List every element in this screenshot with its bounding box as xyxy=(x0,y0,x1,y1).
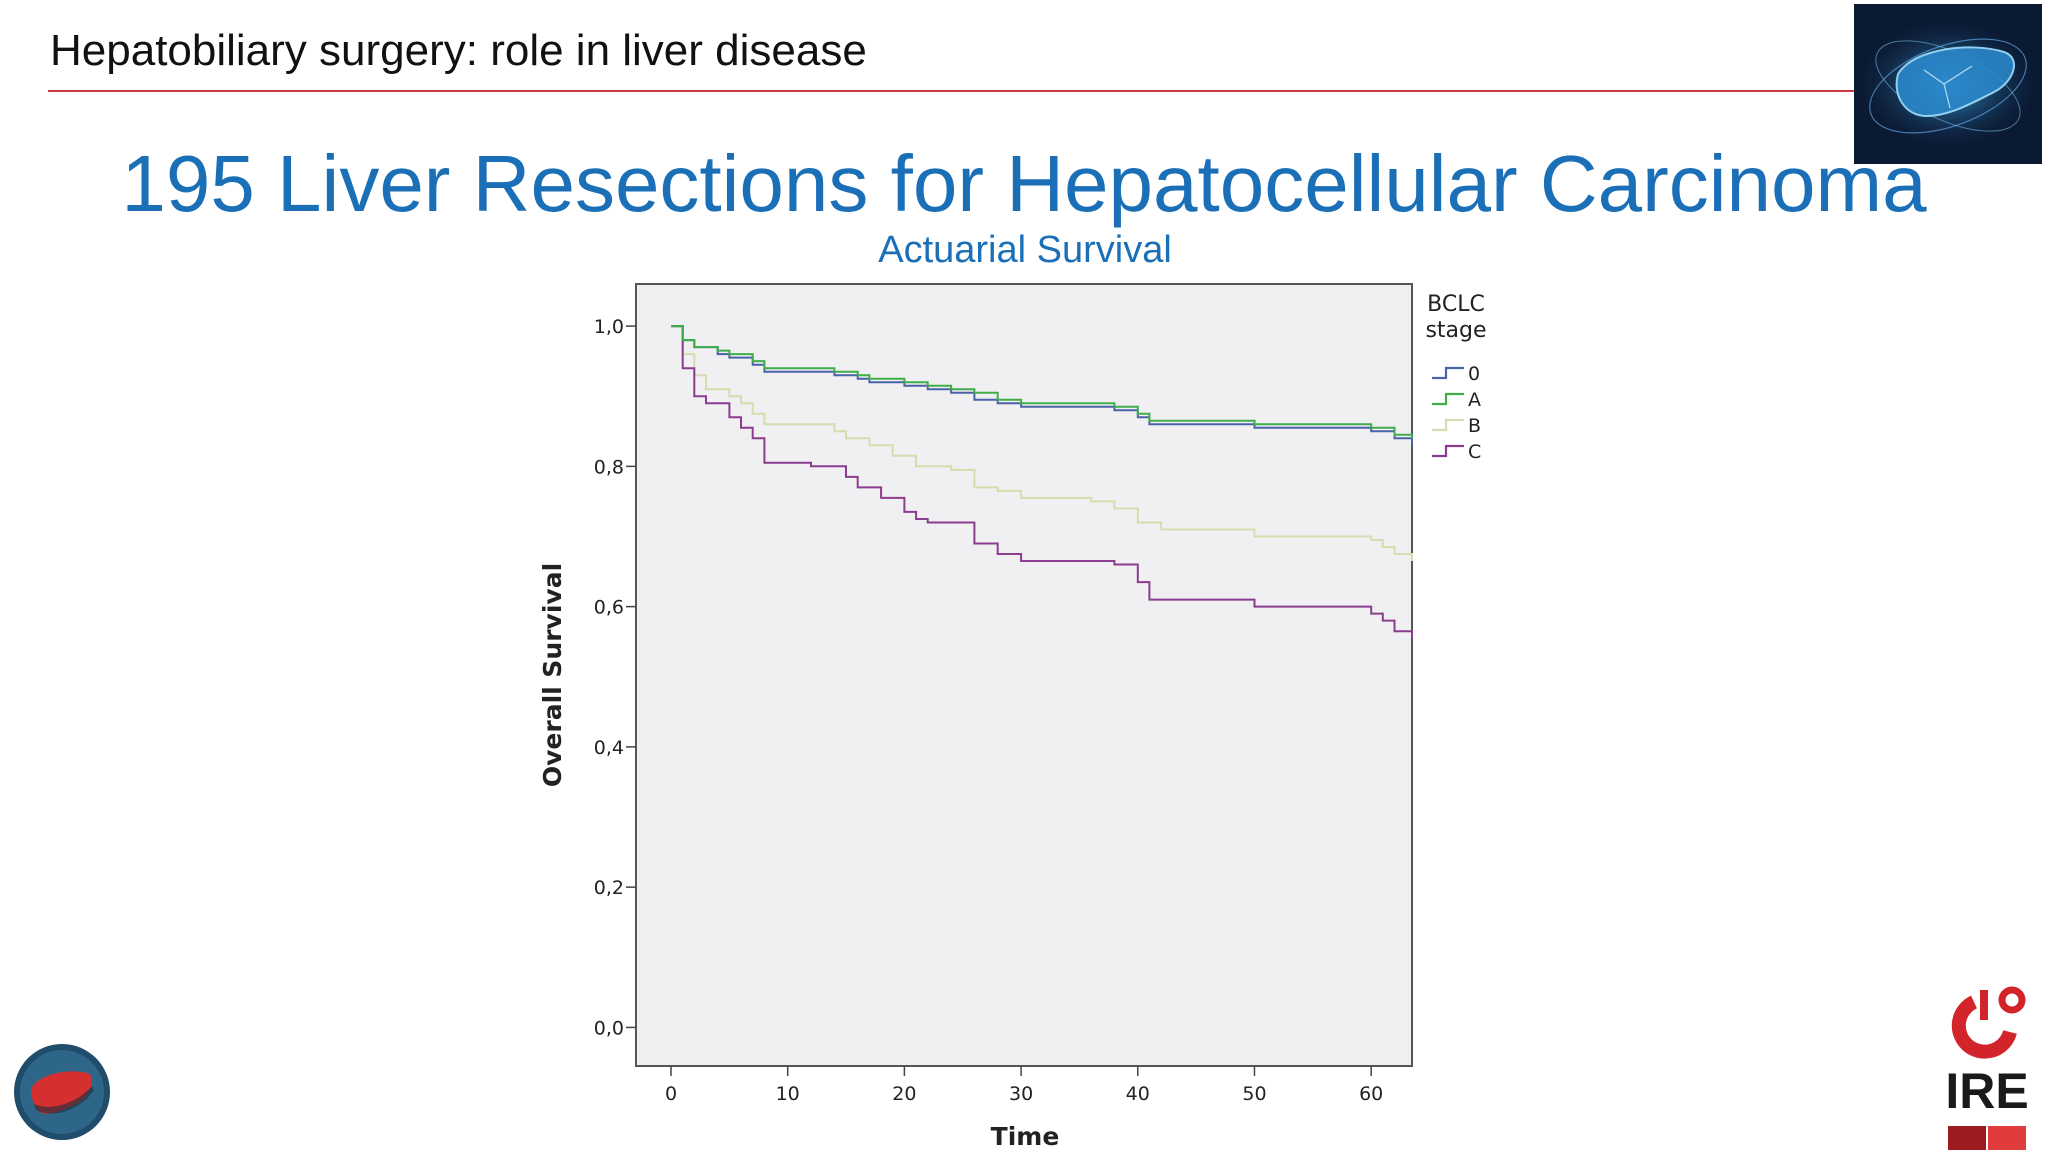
x-tick-label: 30 xyxy=(1009,1083,1033,1105)
y-axis-label: Overall Survival xyxy=(538,563,567,787)
slide-title: 195 Liver Resections for Hepatocellular … xyxy=(121,139,1927,228)
legend-label: A xyxy=(1468,389,1481,411)
legend: 0 ABC xyxy=(1432,363,1481,463)
y-tick-label: 0,0 xyxy=(594,1017,624,1039)
y-tick-label: 0,4 xyxy=(594,737,624,759)
series-line-A xyxy=(671,325,1413,439)
x-tick-label: 50 xyxy=(1242,1083,1266,1105)
x-tick-label: 60 xyxy=(1359,1083,1383,1105)
legend-swatch-A xyxy=(1432,392,1464,406)
liver-hologram-image xyxy=(1854,4,2042,164)
x-tick-label: 40 xyxy=(1126,1083,1150,1105)
header-title: Hepatobiliary surgery: role in liver dis… xyxy=(50,26,867,75)
legend-title-line1: BCLC xyxy=(1427,292,1485,317)
legend-title-line2: stage xyxy=(1425,318,1486,343)
series-line-B xyxy=(671,325,1413,561)
survival-chart: Actuarial Survival 0,0 0,2 0,4 0,6 0,8 1,0 0 10… xyxy=(520,229,1520,1152)
series-lines xyxy=(671,325,1413,639)
header-divider xyxy=(48,90,1854,92)
series-line-C xyxy=(671,325,1413,639)
x-tick-label: 10 xyxy=(776,1083,800,1105)
ire-logo-text: IRE xyxy=(1945,1063,2028,1119)
chart-svg: Actuarial Survival 0,0 0,2 0,4 0,6 0,8 1,0 0 10… xyxy=(538,229,1487,1151)
plot-area xyxy=(635,283,1413,1067)
legend-label: C xyxy=(1468,441,1481,463)
x-tick-label: 20 xyxy=(892,1083,916,1105)
liver-circle-logo xyxy=(12,1042,112,1142)
y-tick-label: 0,2 xyxy=(594,877,624,899)
legend-label: B xyxy=(1468,415,1481,437)
axis-ticks: 0,0 0,2 0,4 0,6 0,8 1,0 0 10 20 30 40 50 60 xyxy=(594,316,1383,1105)
x-tick-label: 0 xyxy=(665,1083,677,1105)
legend-swatch-0 xyxy=(1432,366,1464,380)
legend-swatch-C xyxy=(1432,444,1464,458)
legend-swatch-B xyxy=(1432,418,1464,432)
ire-logo: IRE xyxy=(1944,980,2030,1154)
x-axis-label: Time xyxy=(991,1122,1060,1151)
legend-label: 0 xyxy=(1468,363,1480,385)
y-tick-label: 0,6 xyxy=(594,597,624,619)
chart-title: Actuarial Survival xyxy=(878,232,1172,271)
series-line-0 xyxy=(671,325,1413,446)
y-tick-label: 1,0 xyxy=(594,316,624,338)
y-tick-label: 0,8 xyxy=(594,456,624,478)
